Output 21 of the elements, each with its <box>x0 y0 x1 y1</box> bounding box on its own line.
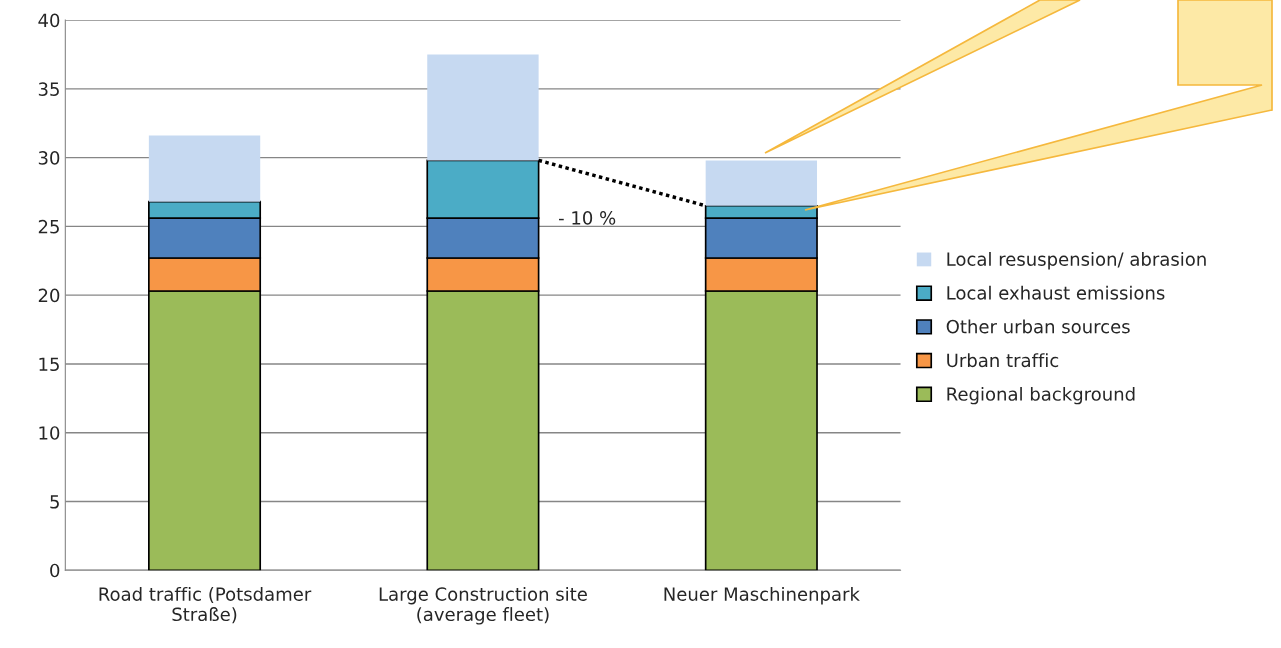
legend-label: Local exhaust emissions <box>947 285 1165 300</box>
x-tick-label: Neuer Maschinenpark <box>664 586 860 605</box>
x-tick-label: Large Construction site (average fleet) <box>379 586 587 625</box>
y-tick-label: 0 <box>50 563 60 578</box>
bar <box>427 54 539 161</box>
y-tick-label: 30 <box>38 151 60 165</box>
legend-label: Regional background <box>947 386 1135 405</box>
legend-label: Urban traffic <box>947 353 1059 368</box>
y-tick-label: 10 <box>39 426 60 440</box>
annotation: - 10 % <box>558 211 616 225</box>
legend-label: Local resuspension/ abrasion <box>947 251 1206 270</box>
bar <box>705 160 818 206</box>
bar <box>148 135 261 202</box>
x-tick-label: Road traffic (Potsdamer Straße) <box>99 586 312 624</box>
y-tick-label: 40 <box>38 13 60 28</box>
y-tick-label: 20 <box>38 288 60 303</box>
y-tick-label: 25 <box>38 219 59 234</box>
y-tick-label: 5 <box>50 495 59 509</box>
y-tick-label: 15 <box>39 357 59 372</box>
legend-label: Other urban sources <box>946 319 1130 334</box>
y-tick-label: 35 <box>38 82 59 96</box>
